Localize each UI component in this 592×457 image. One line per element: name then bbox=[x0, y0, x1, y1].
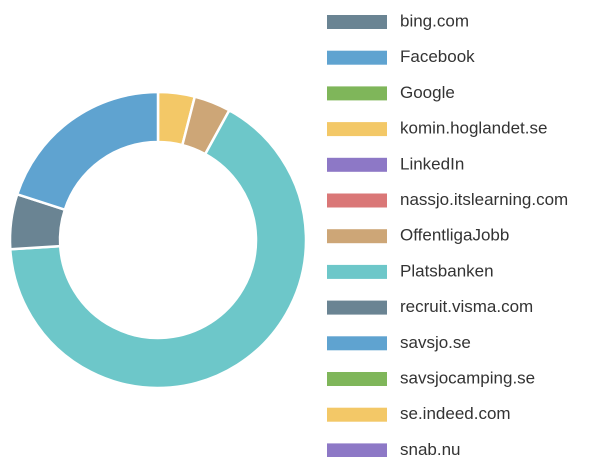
legend-swatch bbox=[327, 372, 387, 386]
legend-label: nassjo.itslearning.com bbox=[400, 190, 568, 209]
legend-swatch bbox=[327, 50, 387, 65]
legend-label: OffentligaJobb bbox=[400, 226, 509, 245]
legend-swatch bbox=[327, 157, 387, 172]
legend-swatch bbox=[327, 15, 387, 29]
legend-swatch bbox=[327, 229, 387, 244]
legend-label: Facebook bbox=[400, 47, 475, 66]
legend-label: Platsbanken bbox=[400, 261, 494, 280]
legend-swatch bbox=[327, 264, 387, 279]
legend-label: snab.nu bbox=[400, 440, 461, 457]
legend-swatch bbox=[327, 122, 387, 137]
donut-slice bbox=[15, 90, 160, 212]
legend-label: savsjo.se bbox=[400, 333, 471, 352]
legend-label: bing.com bbox=[400, 11, 469, 30]
legend-swatch bbox=[327, 300, 387, 315]
legend-label: recruit.visma.com bbox=[400, 297, 533, 316]
legend-swatch bbox=[327, 407, 387, 422]
legend-label: savsjocamping.se bbox=[400, 368, 535, 387]
legend-swatch bbox=[327, 86, 387, 101]
legend-swatch bbox=[327, 336, 387, 351]
legend-label: LinkedIn bbox=[400, 154, 464, 173]
legend-label: se.indeed.com bbox=[400, 404, 511, 423]
legend-label: komin.hoglandet.se bbox=[400, 119, 547, 138]
donut-slice bbox=[8, 108, 308, 390]
legend-label: Google bbox=[400, 83, 455, 102]
legend-swatch bbox=[327, 193, 387, 208]
legend-swatch bbox=[327, 443, 387, 457]
